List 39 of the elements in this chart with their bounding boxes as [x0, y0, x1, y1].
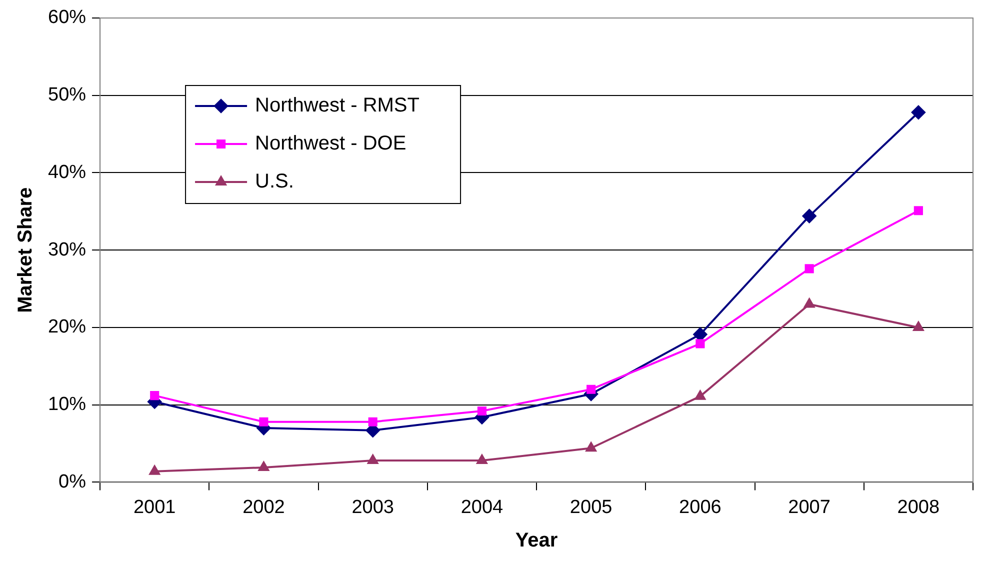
x-axis-title: Year [515, 530, 558, 552]
y-tick-label: 50% [48, 84, 86, 106]
point [694, 390, 706, 400]
point [804, 264, 814, 274]
point [368, 454, 378, 464]
y-axis-title: Market Share [14, 187, 37, 313]
point [693, 327, 708, 342]
point [911, 105, 926, 120]
point [368, 417, 378, 426]
y-tick-label: 20% [48, 316, 86, 338]
x-tick-label: 2006 [679, 496, 722, 518]
point [914, 206, 923, 216]
point [696, 339, 705, 348]
y-tick-label: 30% [48, 239, 86, 260]
point [258, 462, 270, 471]
legend-label: Northwest - RMST [255, 94, 420, 117]
y-tick-label: 40% [48, 162, 86, 183]
x-tick-label: 2002 [242, 496, 285, 518]
point [259, 417, 268, 426]
point [149, 465, 160, 475]
x-tick-label: 2004 [460, 496, 504, 518]
point [476, 454, 488, 464]
legend-label: Northwest - DOE [255, 132, 406, 155]
x-tick-label: 2001 [133, 496, 176, 518]
point [586, 442, 596, 452]
point [586, 384, 596, 394]
y-tick-label: 0% [58, 471, 86, 492]
point [477, 406, 486, 416]
y-tick-label: 10% [48, 394, 86, 416]
point [802, 209, 816, 224]
legend-label: U.S. [255, 170, 294, 193]
x-tick-label: 2008 [897, 496, 940, 518]
x-tick-label: 2007 [788, 496, 830, 518]
x-tick-label: 2005 [570, 496, 612, 518]
point [804, 298, 815, 308]
x-tick-label: 2003 [352, 496, 394, 518]
point [913, 321, 924, 331]
y-tick-label: 60% [48, 7, 86, 28]
point [150, 391, 160, 400]
